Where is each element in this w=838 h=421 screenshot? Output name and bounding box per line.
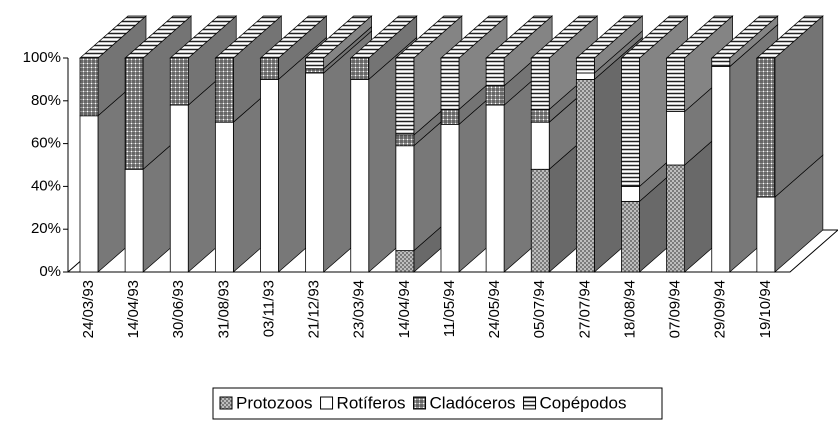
bar-segment — [79, 57, 99, 117]
bar-segment — [440, 108, 460, 125]
x-tick-label: 14/04/94 — [396, 280, 413, 338]
bar-segment — [575, 79, 595, 273]
bar-top — [394, 15, 463, 59]
bar-segment — [621, 185, 640, 202]
bar-segment — [666, 57, 686, 112]
bar-top — [169, 15, 238, 59]
x-tick-label: 07/09/94 — [667, 280, 684, 338]
x-tick-label: 29/09/94 — [712, 280, 729, 338]
bar-segment — [621, 200, 640, 273]
bar-segment — [214, 121, 234, 273]
bar-segment — [575, 57, 595, 74]
bar-top — [710, 15, 779, 59]
bar-segment — [530, 168, 550, 273]
bar-segment — [485, 85, 505, 106]
legend-swatch — [320, 396, 334, 410]
legend-swatch — [219, 396, 233, 410]
x-tick-label: 23/03/94 — [351, 280, 368, 338]
y-tick-label: 60% — [31, 135, 61, 152]
legend-label: Protozoos — [236, 393, 313, 412]
bar-segment — [169, 104, 189, 273]
legend-box — [212, 387, 663, 420]
bar-top — [304, 15, 373, 59]
bar-top — [620, 15, 689, 59]
bar-segment — [395, 57, 415, 136]
bar-segment — [756, 57, 776, 198]
bar-segment — [350, 79, 370, 273]
x-tick-label: 03/11/93 — [260, 280, 277, 337]
bar-segment — [169, 57, 189, 106]
bar-top — [665, 15, 734, 59]
bar-segment — [485, 104, 505, 273]
x-tick-label: 27/07/94 — [576, 280, 593, 338]
bar-segment — [124, 168, 144, 273]
x-tick-label: 19/10/94 — [757, 280, 774, 338]
bar-segment — [395, 145, 415, 252]
legend-swatch — [523, 396, 537, 410]
y-tick-label: 100% — [23, 49, 61, 66]
y-tick-label: 20% — [31, 220, 61, 237]
bar-segment — [530, 121, 550, 170]
bar-segment — [260, 79, 279, 273]
bar-top — [440, 15, 508, 59]
bar-segment — [575, 72, 595, 80]
bar-segment — [124, 57, 144, 170]
bar-segment — [530, 108, 550, 123]
bar-segment — [350, 57, 370, 80]
x-tick-label: 21/12/93 — [306, 280, 323, 338]
x-tick-label: 05/07/94 — [531, 280, 548, 338]
bar-top — [575, 15, 644, 59]
bar-segment — [711, 66, 731, 273]
x-tick-label: 14/04/93 — [125, 280, 142, 338]
legend-swatch — [413, 396, 427, 410]
bar-top — [485, 15, 554, 59]
bar-segment — [440, 123, 460, 273]
bar-segment — [711, 57, 731, 67]
bar-segment — [621, 57, 640, 187]
bar-segment — [666, 111, 686, 166]
bar-segment — [666, 164, 686, 273]
bar-segment — [756, 196, 776, 273]
bar-segment — [260, 57, 279, 80]
legend-label: Rotíferos — [337, 393, 406, 412]
x-tick-label: 24/05/94 — [486, 280, 503, 338]
x-tick-label: 24/03/93 — [80, 280, 97, 338]
x-tick-label: 31/08/93 — [215, 280, 232, 338]
bar-segment — [530, 57, 550, 110]
legend-label: Copépodos — [540, 393, 627, 412]
y-tick-label: 0% — [39, 263, 61, 280]
bar-segment — [214, 57, 234, 123]
bar-segment — [440, 57, 460, 110]
x-tick-label: 11/05/94 — [441, 280, 458, 337]
bar-top — [214, 15, 283, 59]
bar-segment — [395, 134, 415, 147]
y-tick-label: 80% — [31, 92, 61, 109]
bar-top — [530, 15, 599, 59]
bar-top — [259, 15, 328, 59]
x-tick-label: 30/06/93 — [170, 280, 187, 338]
bar-segment — [79, 115, 99, 273]
bar-segment — [395, 250, 415, 273]
bar-top — [349, 15, 418, 59]
bar-segment — [485, 57, 505, 87]
x-tick-label: 18/08/94 — [621, 280, 638, 338]
legend-label: Cladóceros — [430, 393, 516, 412]
bar-segment — [305, 57, 325, 70]
bar-top — [124, 15, 193, 59]
bar-segment — [305, 68, 325, 74]
bar-top — [755, 15, 824, 59]
y-tick-label: 40% — [31, 177, 61, 194]
bar-top — [79, 15, 147, 59]
bar-segment — [305, 72, 325, 273]
